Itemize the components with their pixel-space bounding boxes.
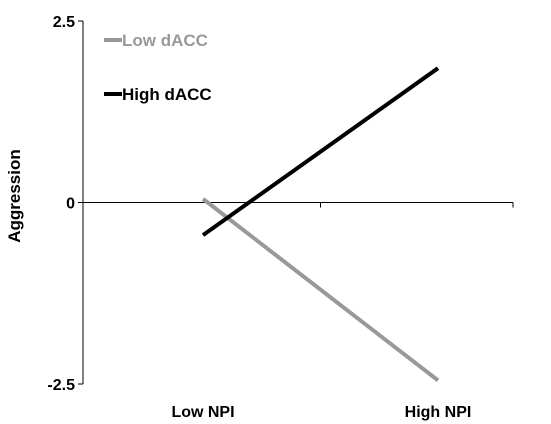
legend: Low dACC High dACC: [104, 31, 212, 104]
y-axis-title: Aggression: [5, 149, 24, 243]
x-tick-label: High NPI: [405, 404, 472, 421]
y-tick-label: -2.5: [47, 377, 75, 394]
y-tick-label: 0: [66, 196, 75, 213]
legend-label: High dACC: [122, 85, 212, 104]
x-ticks: Low NPI High NPI: [171, 202, 514, 421]
series-line-low-dacc: [201, 197, 440, 382]
axes: [82, 21, 513, 384]
x-tick-label: Low NPI: [171, 404, 234, 421]
series-line-high-dacc: [201, 66, 440, 237]
legend-label: Low dACC: [122, 31, 208, 50]
y-tick-label: 2.5: [53, 14, 75, 31]
y-ticks: 2.5 0 -2.5: [47, 14, 83, 394]
series-layer: [201, 66, 440, 382]
